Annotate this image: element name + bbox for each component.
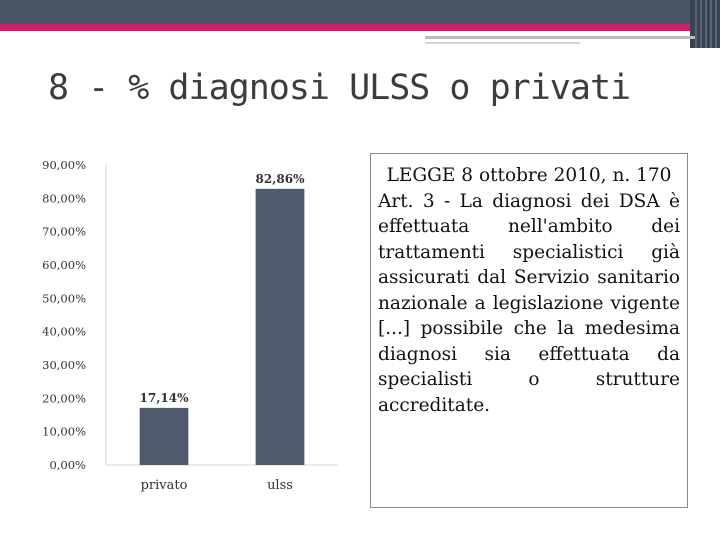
bar-privato <box>139 407 189 465</box>
x-tick-label: ulss <box>267 478 293 493</box>
y-tick-label: 20,00% <box>42 391 86 405</box>
y-tick-label: 10,00% <box>42 425 86 439</box>
bar-value-label: 17,14% <box>140 391 190 405</box>
header-corner-stripes <box>695 0 717 48</box>
y-tick-label: 70,00% <box>42 225 86 239</box>
accent-bar <box>0 24 690 31</box>
y-tick-label: 90,00% <box>42 158 86 172</box>
law-body: Art. 3 - La diagnosi dei DSA è effettuat… <box>378 190 680 416</box>
header-bar <box>0 0 720 24</box>
bar-chart: 0,00% 10,00% 20,00% 30,00% 40,00% 50,00% 60,00… <box>42 158 338 493</box>
slide-title: 8 - % diagnosi ULSS o privati <box>48 68 631 108</box>
y-tick-label: 50,00% <box>42 291 86 305</box>
bar-value-label: 82,86% <box>256 172 306 186</box>
y-tick-label: 40,00% <box>42 325 86 339</box>
law-heading: LEGGE 8 ottobre 2010, n. 170 <box>386 165 672 186</box>
bar-ulss <box>255 188 305 466</box>
bars-group: 17,14% privato 82,86% ulss <box>140 172 306 493</box>
y-axis-ticks: 0,00% 10,00% 20,00% 30,00% 40,00% 50,00% 60,00… <box>42 158 86 472</box>
y-tick-label: 30,00% <box>42 358 86 372</box>
law-text-box: LEGGE 8 ottobre 2010, n. 170 Art. 3 - La… <box>370 153 688 508</box>
x-tick-label: privato <box>141 478 188 493</box>
y-tick-label: 60,00% <box>42 258 86 272</box>
y-tick-label: 80,00% <box>42 191 86 205</box>
y-tick-label: 0,00% <box>49 458 86 472</box>
decorative-line-short <box>425 42 580 44</box>
decorative-line <box>425 36 695 39</box>
